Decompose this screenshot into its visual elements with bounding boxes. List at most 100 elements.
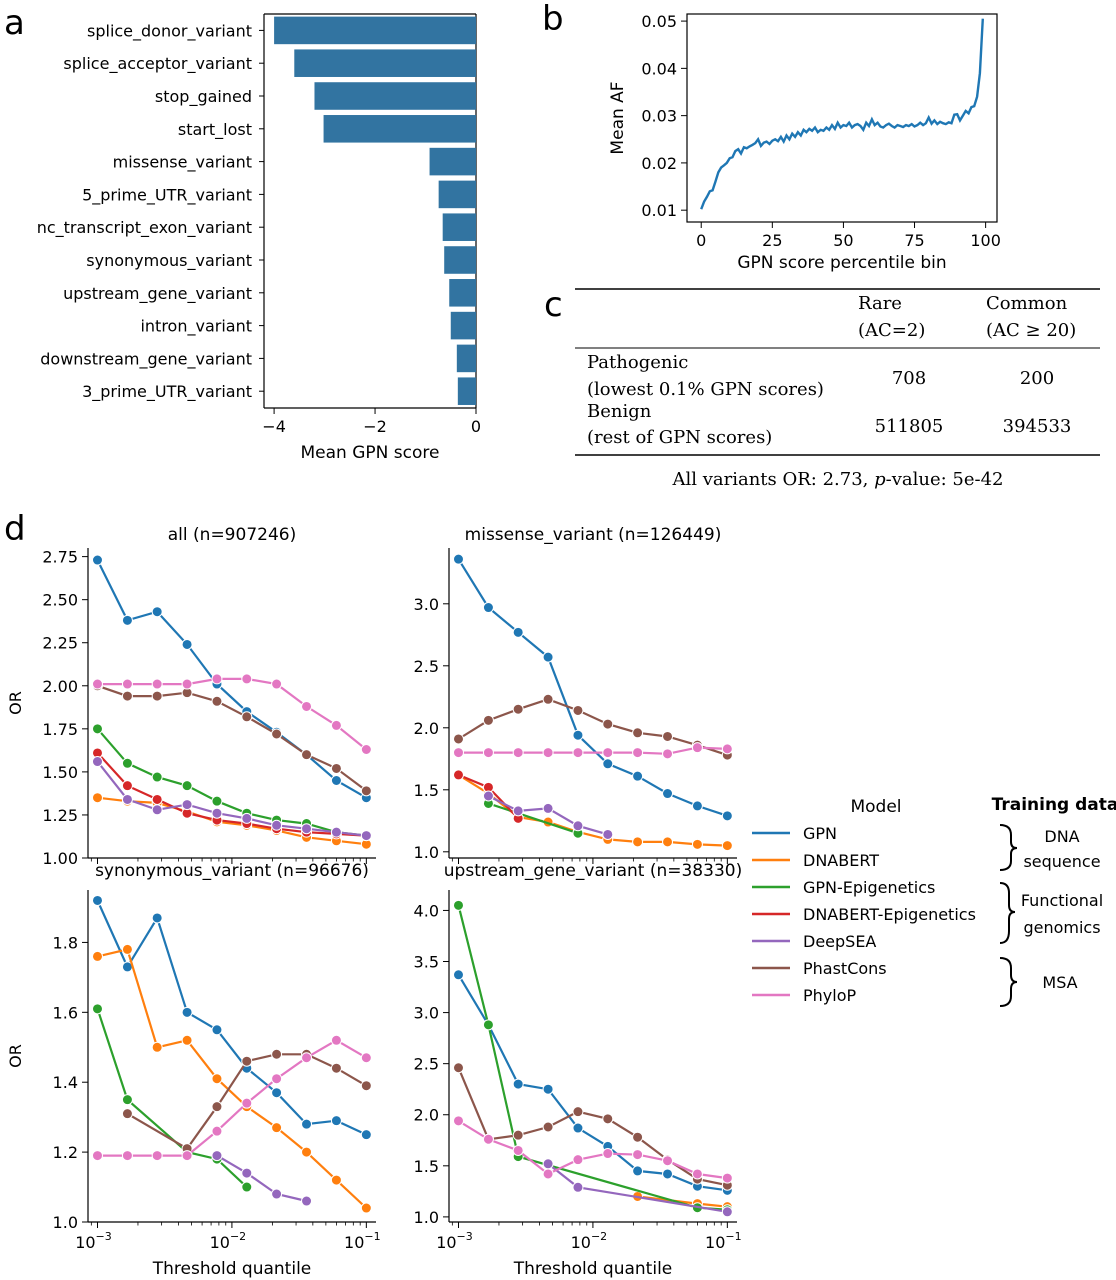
point-phastcons bbox=[121, 690, 133, 702]
panel-a-xlabel: Mean GPN score bbox=[301, 443, 440, 463]
y-tick-label: 1.25 bbox=[42, 806, 78, 825]
point-phylop bbox=[91, 678, 103, 690]
y-tick-label: 1.0 bbox=[53, 1213, 78, 1232]
point-phastcons bbox=[512, 1129, 524, 1141]
mean-af-line bbox=[700, 18, 984, 210]
legend-label-gpn-epigenetics: GPN-Epigenetics bbox=[803, 878, 935, 897]
point-phylop bbox=[691, 742, 703, 754]
group-functional-line2: genomics bbox=[1023, 918, 1100, 937]
point-phastcons bbox=[632, 727, 644, 739]
legend-label-phylop: PhyloP bbox=[803, 986, 856, 1005]
y-axis-label: OR bbox=[6, 1044, 25, 1068]
point-phylop bbox=[632, 747, 644, 759]
bar-5-prime-utr-variant bbox=[438, 180, 476, 209]
table-footer: All variants OR: 2.73, p-value: 5e-42 bbox=[671, 469, 1003, 490]
panel-label-a: a bbox=[4, 3, 25, 43]
point-gpn bbox=[181, 638, 193, 650]
x-tick-label: 50 bbox=[833, 231, 853, 250]
x-axis-label: Threshold quantile bbox=[152, 1259, 312, 1279]
point-phastcons bbox=[482, 714, 494, 726]
point-phylop bbox=[151, 1150, 163, 1162]
point-phylop bbox=[241, 1097, 253, 1109]
subplot-title: upstream_gene_variant (n=38330) bbox=[444, 861, 742, 881]
series-line-phylop bbox=[458, 746, 728, 755]
point-gpn bbox=[602, 758, 614, 770]
subplot-title: missense_variant (n=126449) bbox=[465, 525, 722, 545]
bar-start-lost bbox=[323, 115, 476, 143]
point-gpn bbox=[360, 1129, 372, 1141]
series-line-dnabert bbox=[97, 796, 367, 846]
point-dnabert bbox=[662, 836, 674, 848]
point-dnabert bbox=[91, 792, 103, 804]
x-tick-label: −2 bbox=[363, 417, 387, 436]
y-tick-label: 3.0 bbox=[414, 1004, 439, 1023]
point-deepsea bbox=[241, 812, 253, 824]
series-line-dnabert-epigenetics bbox=[96, 752, 367, 837]
point-phylop bbox=[482, 747, 494, 759]
point-phylop bbox=[662, 1155, 674, 1167]
point-phylop bbox=[360, 744, 372, 755]
row-benign-sub: (rest of GPN scores) bbox=[587, 427, 772, 448]
point-gpn bbox=[632, 1165, 644, 1177]
point-deepsea bbox=[211, 1150, 223, 1162]
point-dnabert-epigenetics bbox=[452, 769, 464, 781]
series-line-dnabert bbox=[457, 773, 728, 847]
series-line-phylop bbox=[97, 677, 367, 751]
point-dnabert bbox=[151, 1041, 163, 1053]
point-phylop bbox=[121, 1150, 133, 1162]
y-tick-label: 1.4 bbox=[53, 1073, 78, 1092]
point-gpn-epigenetics bbox=[482, 1019, 494, 1031]
category-label-nc-transcript-exon-variant: nc_transcript_exon_variant bbox=[37, 218, 252, 238]
panel-d-all: all (n=907246) OR 1.00 1.25 1.50 1.75 2.00 2.25… bbox=[6, 525, 376, 868]
point-gpn bbox=[452, 969, 464, 981]
subplot-title: synonymous_variant (n=96676) bbox=[95, 861, 369, 881]
cell-pathogenic-common: 200 bbox=[1020, 368, 1054, 389]
point-gpn bbox=[301, 1118, 313, 1130]
point-phylop bbox=[181, 678, 193, 690]
point-gpn bbox=[121, 614, 133, 626]
panel-b-line-chart: 0 25 50 75 100 0.01 0.02 0.03 0.04 0.05 GPN score… bbox=[608, 12, 1001, 273]
point-phastcons bbox=[572, 1106, 584, 1118]
point-gpn-epigenetics bbox=[181, 780, 193, 792]
point-gpn bbox=[662, 788, 674, 800]
row-pathogenic-label: Pathogenic bbox=[587, 352, 688, 373]
point-deepsea bbox=[301, 1195, 313, 1207]
point-phylop bbox=[271, 1073, 283, 1085]
point-gpn bbox=[512, 626, 524, 638]
point-gpn bbox=[452, 553, 464, 565]
point-phastcons bbox=[360, 1080, 372, 1092]
point-gpn-epigenetics bbox=[211, 795, 223, 807]
category-label-downstream-gene-variant: downstream_gene_variant bbox=[40, 349, 252, 369]
y-tick-label: 1.0 bbox=[414, 843, 439, 862]
point-dnabert bbox=[632, 836, 644, 848]
point-phastcons bbox=[330, 762, 342, 774]
bar-3-prime-utr-variant bbox=[457, 377, 476, 405]
point-phylop bbox=[482, 1133, 494, 1145]
point-phylop bbox=[602, 747, 614, 759]
point-gpn bbox=[211, 1024, 223, 1036]
point-deepsea bbox=[572, 820, 584, 832]
point-phastcons bbox=[360, 785, 372, 797]
point-phastcons bbox=[301, 749, 313, 761]
tick-base: 10 bbox=[75, 1233, 95, 1252]
point-deepsea bbox=[360, 830, 372, 842]
series-line-gpn bbox=[457, 974, 728, 1192]
y-tick-label: 1.75 bbox=[42, 720, 78, 739]
y-tick-label: 0.01 bbox=[641, 201, 677, 220]
point-phylop bbox=[602, 1148, 614, 1160]
point-phylop bbox=[721, 1172, 733, 1184]
bar-intron-variant bbox=[450, 311, 476, 340]
point-gpn bbox=[542, 651, 554, 663]
y-tick-label: 2.0 bbox=[414, 1106, 439, 1125]
point-deepsea bbox=[121, 793, 133, 805]
tick-base: 10 bbox=[210, 1233, 230, 1252]
point-gpn bbox=[662, 1168, 674, 1180]
y-tick-label: 0.04 bbox=[641, 59, 677, 78]
legend-label-phastcons: PhastCons bbox=[803, 959, 887, 978]
point-gpn-epigenetics bbox=[91, 723, 103, 735]
point-dnabert bbox=[121, 943, 133, 955]
group-msa-line1: MSA bbox=[1042, 973, 1077, 992]
point-phylop bbox=[542, 747, 554, 759]
point-gpn-epigenetics bbox=[91, 1003, 103, 1015]
y-tick-label: 3.0 bbox=[414, 595, 439, 614]
